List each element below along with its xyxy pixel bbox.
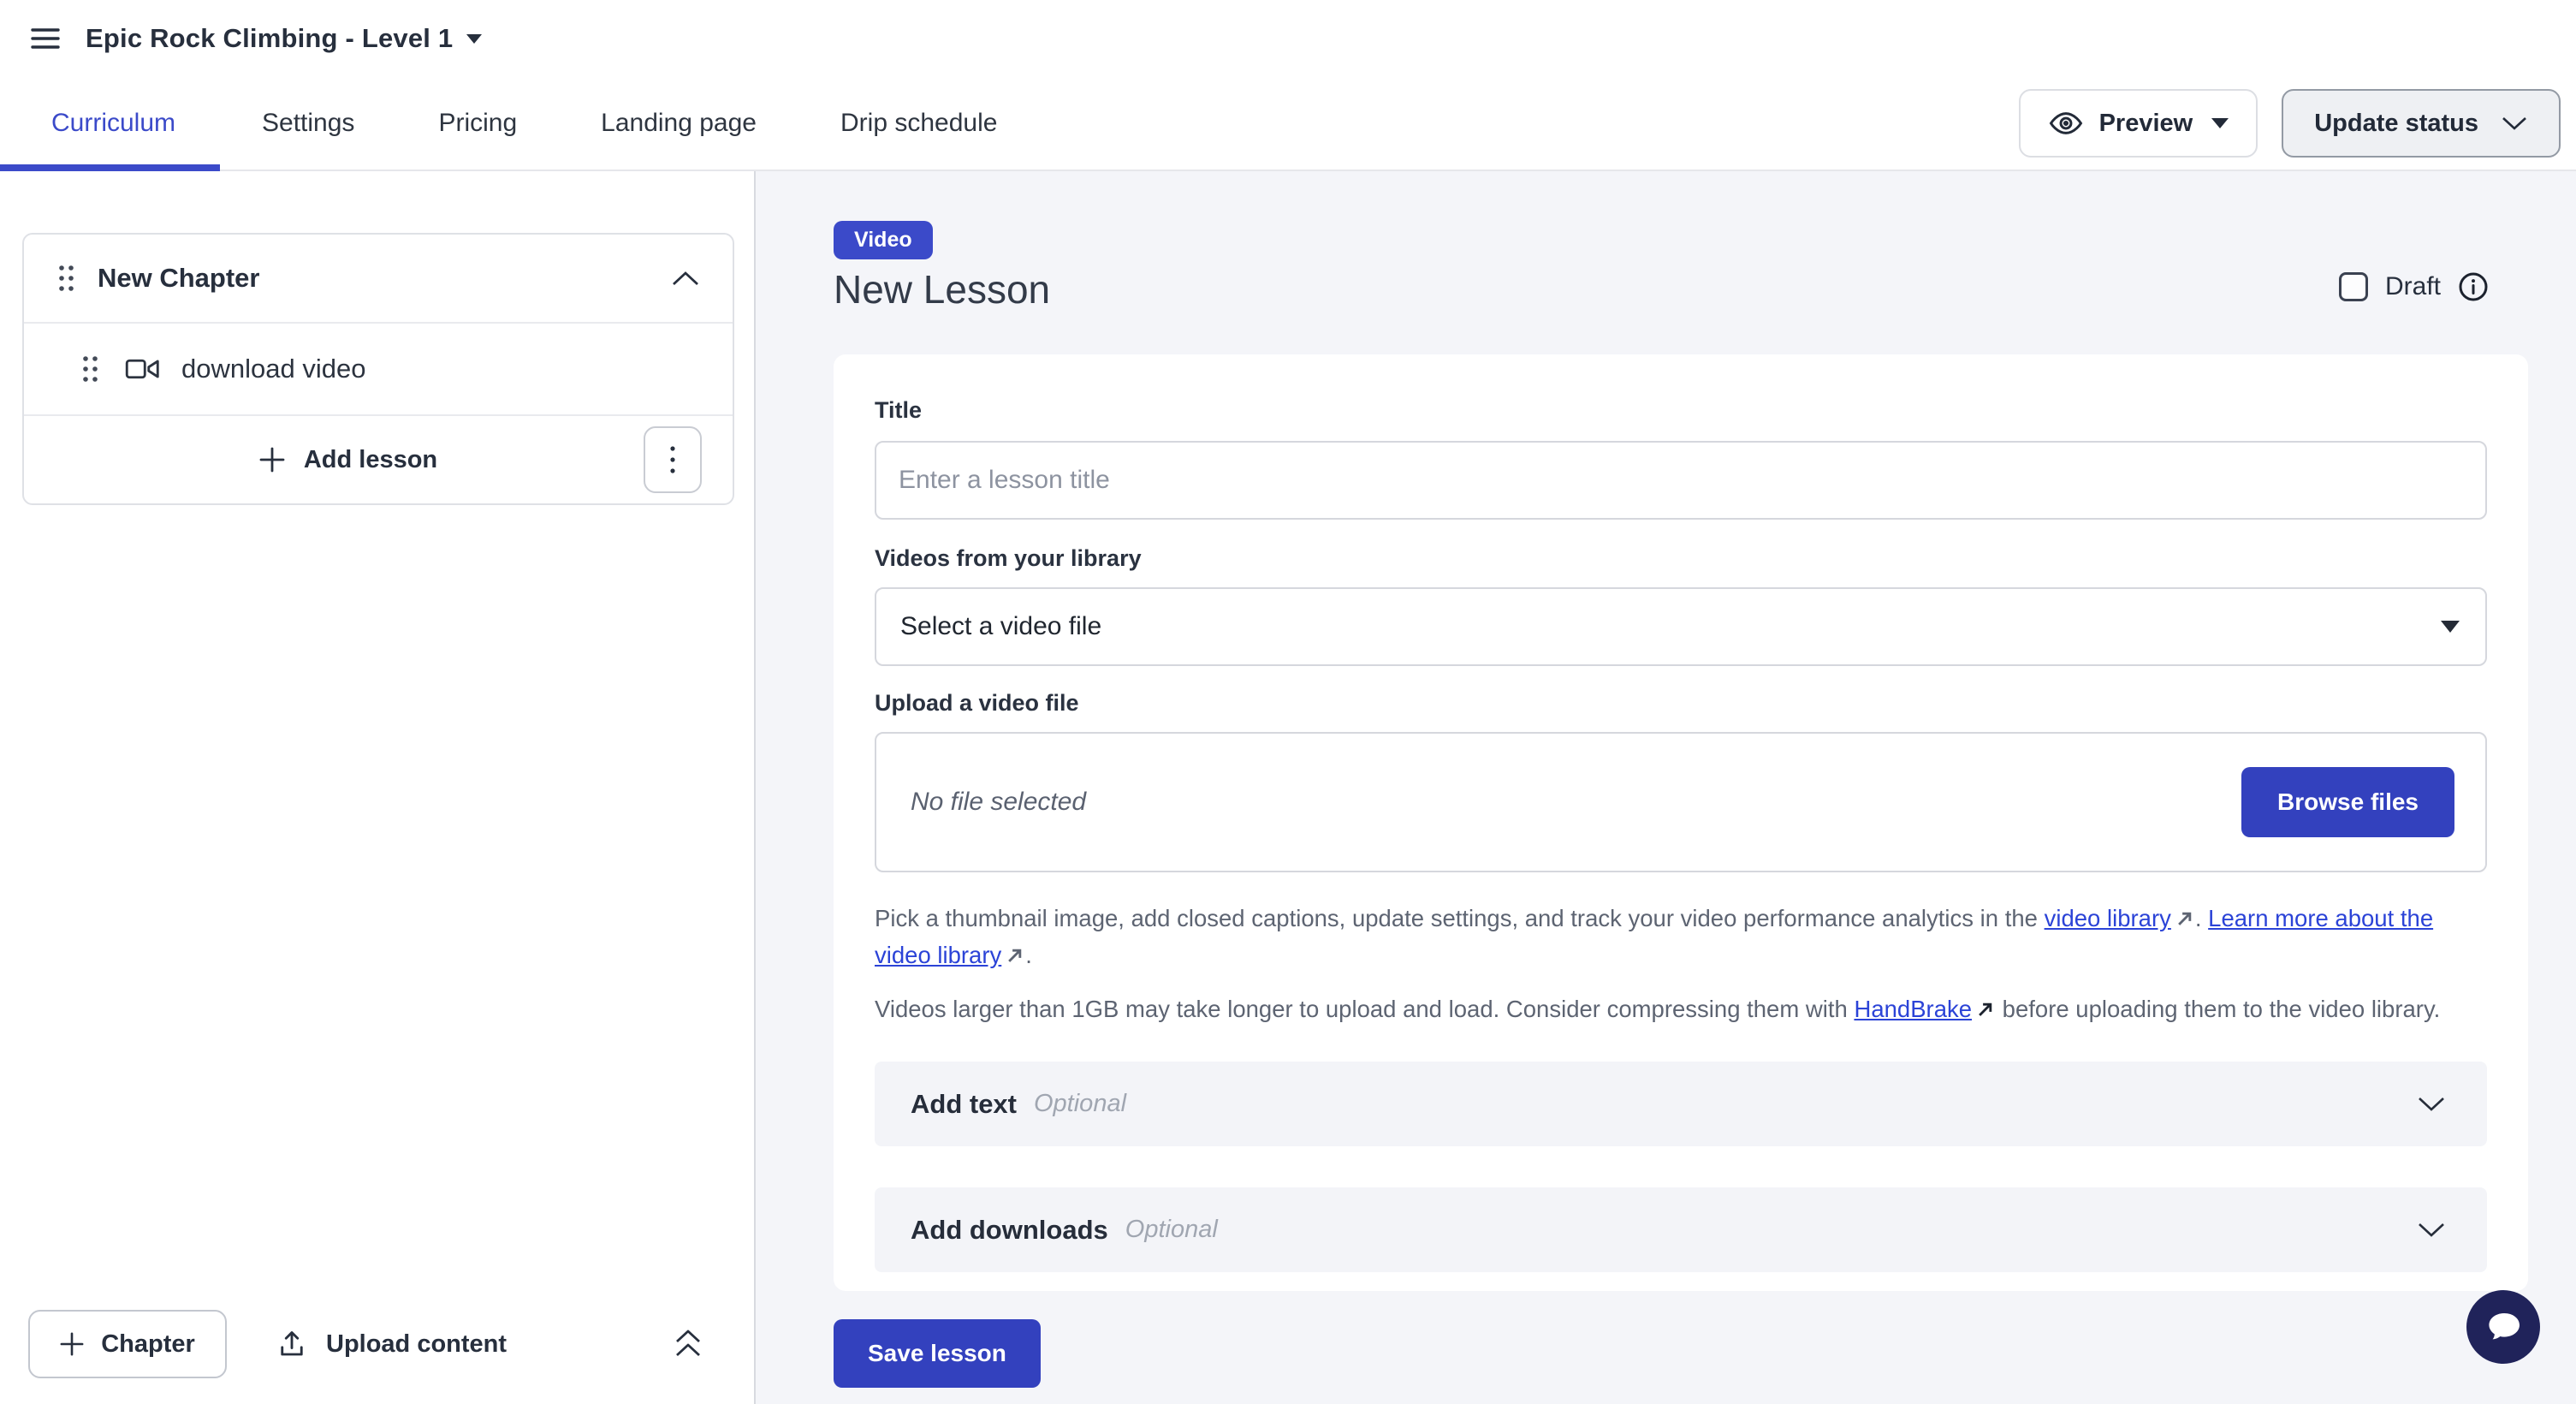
chapter-card: New Chapter download video Add lesson <box>22 233 734 505</box>
handbrake-link[interactable]: HandBrake <box>1854 996 1973 1022</box>
tab-bar: Curriculum Settings Pricing Landing page… <box>0 77 2576 171</box>
save-lesson-button[interactable]: Save lesson <box>834 1319 1041 1388</box>
add-text-label: Add text <box>911 1088 1017 1119</box>
tab-settings[interactable]: Settings <box>220 77 396 170</box>
chat-widget-button[interactable] <box>2466 1290 2540 1364</box>
add-lesson-label: Add lesson <box>303 445 438 473</box>
no-file-text: No file selected <box>911 788 1087 816</box>
library-field-label: Videos from your library <box>875 545 1142 571</box>
tab-curriculum[interactable]: Curriculum <box>0 77 221 171</box>
lesson-type-badge: Video <box>834 221 933 259</box>
add-lesson-button[interactable]: Add lesson <box>259 446 437 474</box>
course-title: Epic Rock Climbing - Level 1 <box>86 23 454 53</box>
chevron-down-icon <box>2502 117 2526 130</box>
collapse-all-button[interactable] <box>674 1326 703 1363</box>
tab-drip-schedule[interactable]: Drip schedule <box>798 77 1039 170</box>
help-text: Videos larger than 1GB may take longer t… <box>875 996 1855 1022</box>
add-text-section[interactable]: Add text Optional <box>875 1062 2487 1146</box>
lesson-editor: Video New Lesson Draft Title Videos from… <box>756 171 2576 1404</box>
chapter-footer: Add lesson <box>24 414 733 503</box>
draft-checkbox[interactable] <box>2338 272 2368 301</box>
upload-content-label: Upload content <box>326 1330 507 1358</box>
help-text: . <box>1025 942 1032 968</box>
external-link-icon <box>1008 949 1022 962</box>
kebab-menu-icon <box>670 446 675 473</box>
chapter-header[interactable]: New Chapter <box>24 235 733 322</box>
chevron-down-icon <box>2419 1097 2444 1111</box>
eye-icon <box>2049 112 2082 134</box>
external-link-icon <box>1979 1002 1992 1016</box>
update-status-button[interactable]: Update status <box>2282 89 2561 158</box>
compression-help-text: Videos larger than 1GB may take longer t… <box>875 991 2487 1027</box>
update-status-label: Update status <box>2314 109 2478 137</box>
plus-icon <box>60 1332 84 1356</box>
help-text: . <box>2194 905 2209 931</box>
page-title: New Lesson <box>834 267 1051 312</box>
header-actions: Preview Update status <box>2018 77 2576 170</box>
upload-content-button[interactable]: Upload content <box>276 1329 507 1359</box>
curriculum-sidebar: New Chapter download video Add lesson <box>0 171 756 1404</box>
course-title-dropdown[interactable]: Epic Rock Climbing - Level 1 <box>86 23 483 54</box>
add-downloads-section[interactable]: Add downloads Optional <box>875 1187 2487 1272</box>
info-icon[interactable] <box>2458 271 2489 302</box>
title-field-label: Title <box>875 397 923 423</box>
add-chapter-label: Chapter <box>101 1330 195 1358</box>
double-chevron-up-icon <box>676 1330 700 1356</box>
preview-label: Preview <box>2098 109 2193 137</box>
optional-label: Optional <box>1034 1090 1127 1117</box>
help-text: before uploading them to the video libra… <box>1996 996 2441 1022</box>
learn-more-link[interactable]: Learn more about the video library <box>875 905 2434 968</box>
chapter-title: New Chapter <box>98 263 260 293</box>
course-tabs: Curriculum Settings Pricing Landing page… <box>0 77 1039 171</box>
drag-handle-icon[interactable] <box>80 354 101 384</box>
chapter-options-button[interactable] <box>644 426 702 493</box>
preview-button[interactable]: Preview <box>2018 89 2258 158</box>
drag-handle-icon[interactable] <box>56 263 77 294</box>
caret-down-icon <box>2211 118 2229 128</box>
video-camera-icon <box>125 359 159 379</box>
video-library-select[interactable]: Select a video file <box>875 587 2487 666</box>
add-downloads-label: Add downloads <box>911 1214 1108 1245</box>
tab-pricing[interactable]: Pricing <box>396 77 559 170</box>
draft-control: Draft <box>2338 271 2489 302</box>
caret-down-icon <box>2441 621 2460 633</box>
video-library-select-value: Select a video file <box>900 612 1102 640</box>
video-library-link[interactable]: video library <box>2044 905 2171 931</box>
chat-bubble-icon <box>2489 1313 2520 1340</box>
caret-down-icon <box>466 33 483 44</box>
lesson-form-card: Title Videos from your library Select a … <box>834 354 2528 1291</box>
lesson-title: download video <box>181 354 366 384</box>
content-area: New Chapter download video Add lesson <box>0 171 2576 1404</box>
file-upload-dropzone[interactable]: No file selected Browse files <box>875 732 2487 872</box>
chevron-up-icon[interactable] <box>671 270 700 287</box>
sidebar-footer: Chapter Upload content <box>0 1284 754 1404</box>
chevron-down-icon <box>2419 1223 2444 1237</box>
top-bar: Epic Rock Climbing - Level 1 <box>0 0 2576 77</box>
draft-label: Draft <box>2384 272 2441 300</box>
tab-landing-page[interactable]: Landing page <box>559 77 798 170</box>
hamburger-menu-icon[interactable] <box>26 19 65 58</box>
external-link-icon <box>2178 912 2192 925</box>
upload-field-label: Upload a video file <box>875 690 1079 716</box>
plus-icon <box>259 447 285 473</box>
video-library-help-text: Pick a thumbnail image, add closed capti… <box>875 900 2487 973</box>
help-text: Pick a thumbnail image, add closed capti… <box>875 905 2045 931</box>
optional-label: Optional <box>1125 1216 1218 1243</box>
upload-icon <box>281 1331 303 1356</box>
add-chapter-button[interactable]: Chapter <box>28 1310 227 1378</box>
browse-files-button[interactable]: Browse files <box>2241 767 2454 837</box>
lesson-title-input[interactable] <box>875 441 2487 520</box>
lesson-item[interactable]: download video <box>24 322 733 414</box>
